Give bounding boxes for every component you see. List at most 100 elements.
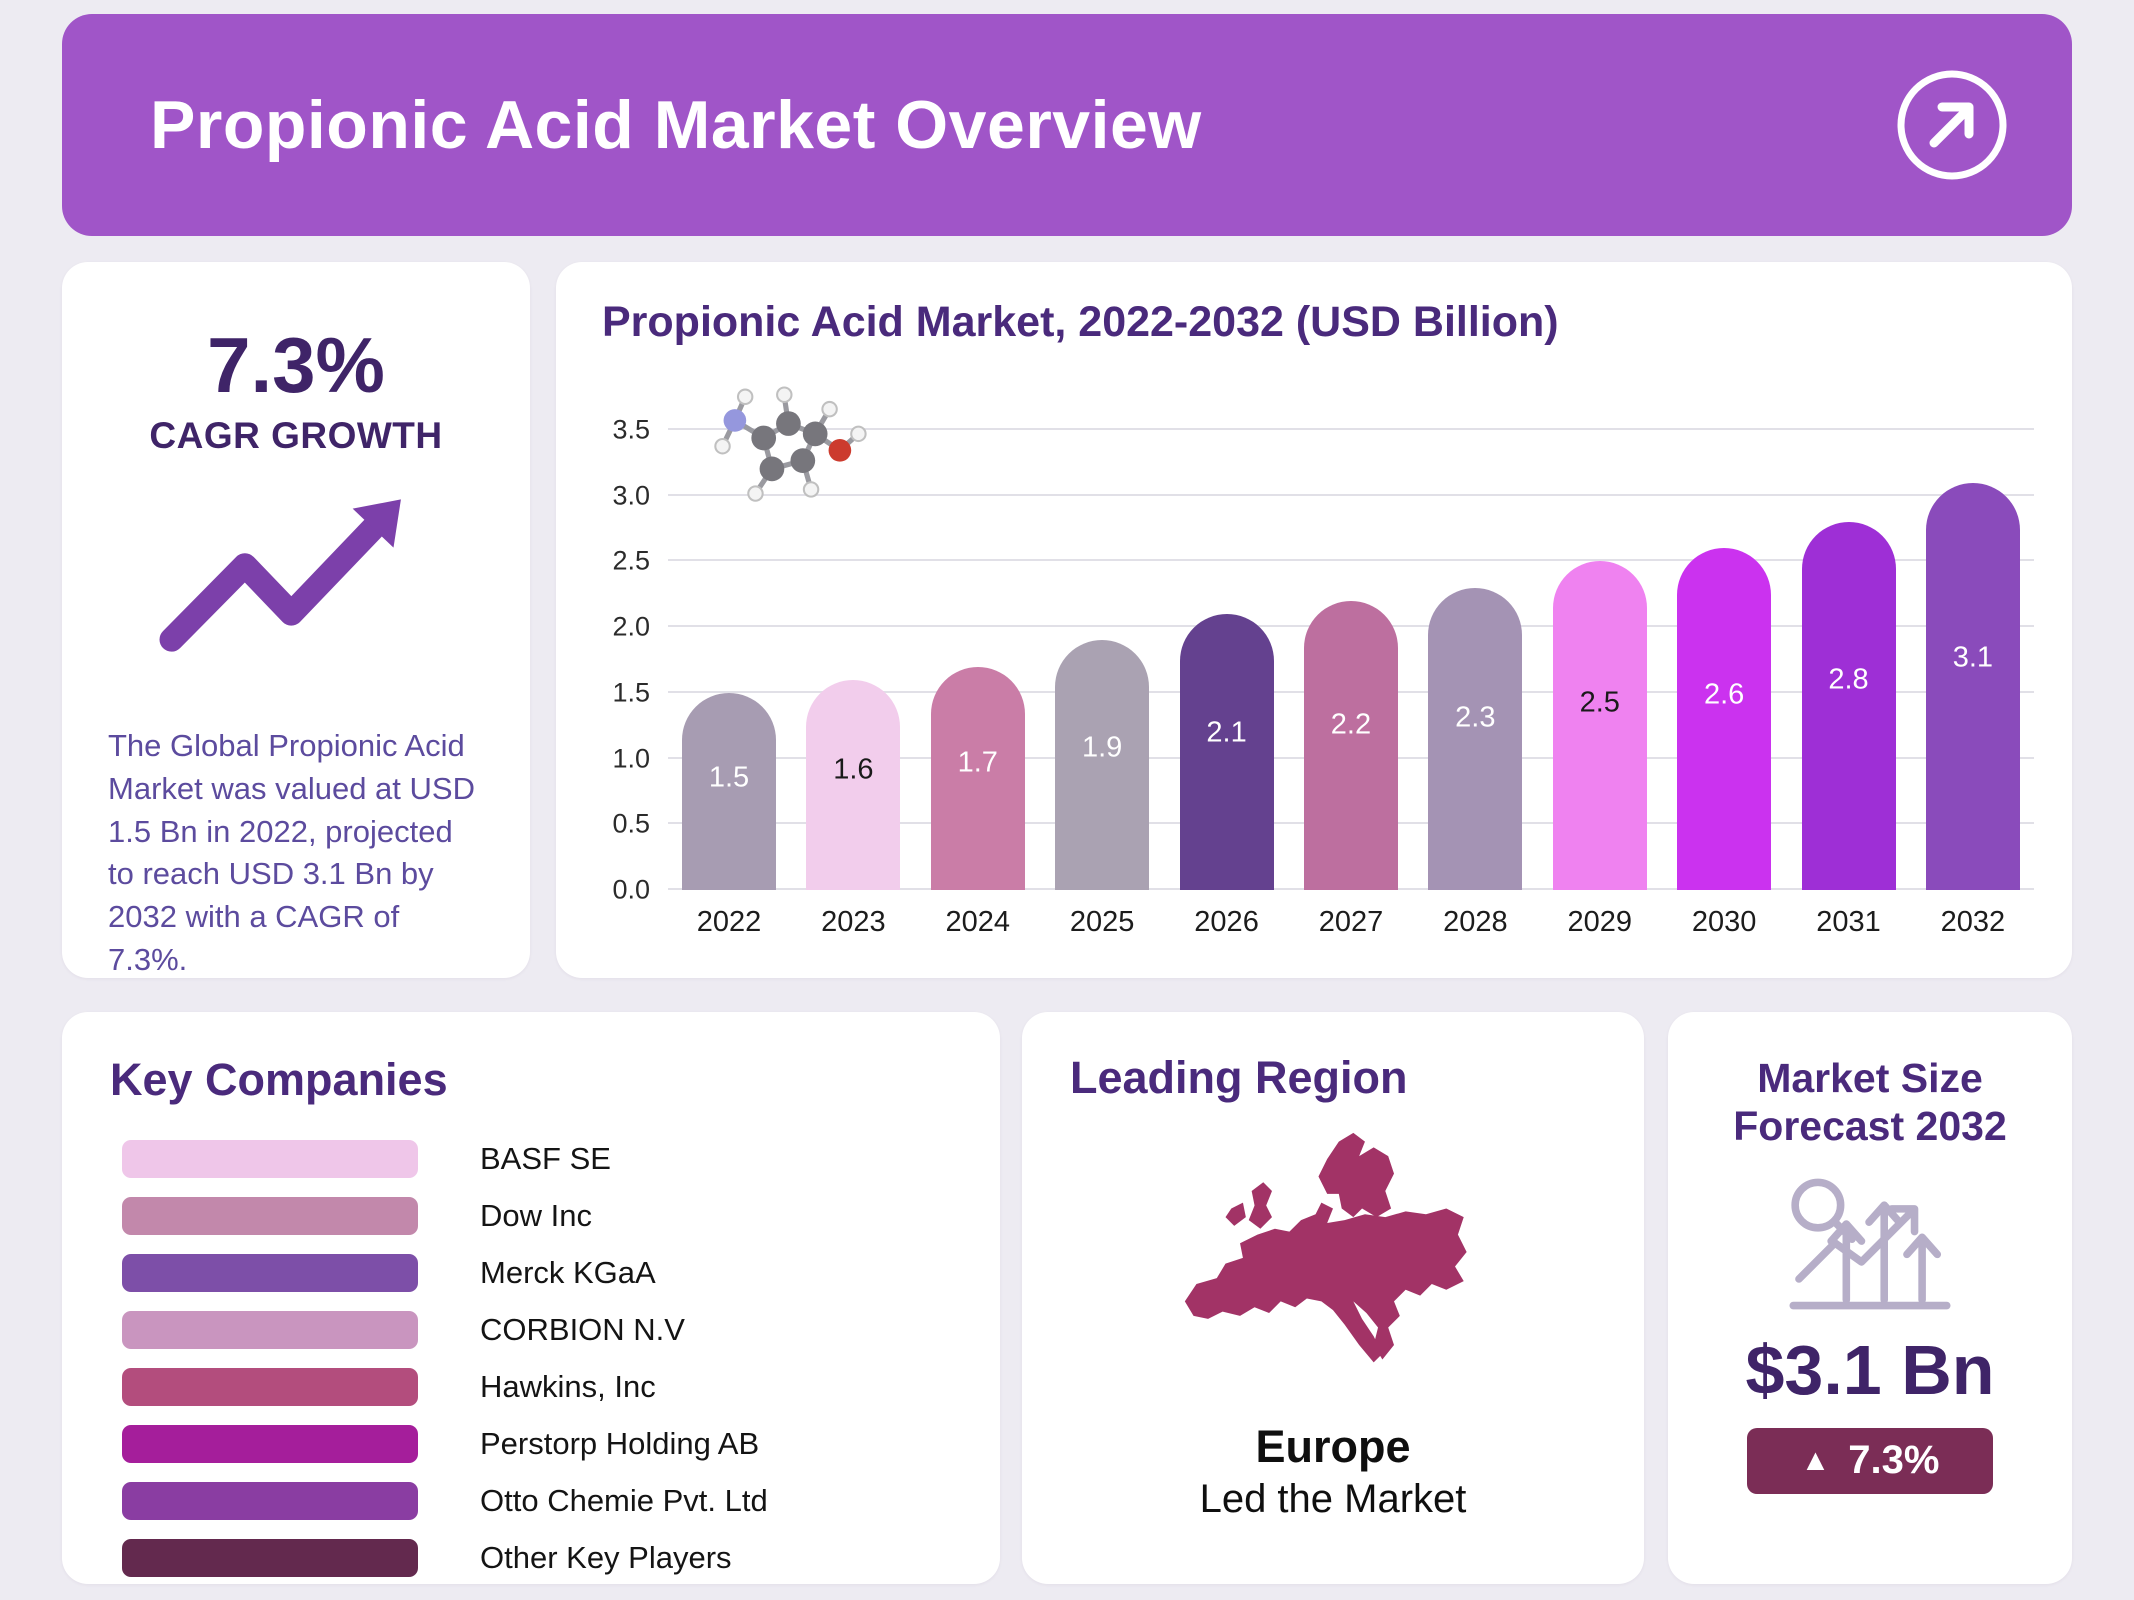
company-color-bar	[122, 1367, 418, 1406]
company-color-bar	[122, 1424, 418, 1463]
cagr-label: CAGR GROWTH	[149, 415, 443, 456]
bar-2023: 1.6	[806, 679, 901, 890]
y-axis-tick: 3.0	[612, 480, 650, 511]
company-color-bar	[122, 1139, 418, 1178]
company-row: Merck KGaA	[62, 1244, 1000, 1301]
bar-column: 2.5 2029	[1552, 430, 1647, 938]
company-color-bar	[122, 1253, 418, 1292]
bar-column: 2.1 2026	[1179, 430, 1274, 938]
plot-area: 0.0 0.5 1.0 1.5 2.0 2.5 3.0 3.5 1.5 2022 1.6 2023 1.…	[612, 415, 2034, 938]
x-axis-label: 2029	[1567, 906, 1632, 938]
bar-column: 1.5 2022	[682, 430, 776, 938]
arrow-up-right-icon	[1897, 70, 2007, 180]
company-color-bar	[122, 1481, 418, 1520]
gridline	[668, 493, 2034, 496]
company-row: Dow Inc	[62, 1187, 1000, 1244]
bars-container: 1.5 2022 1.6 2023 1.7 2024 1.9 2025 2.1 2026 2.2 20…	[668, 430, 2034, 938]
gridline	[668, 559, 2034, 562]
cagr-value: 7.3%	[207, 321, 385, 409]
bar-2030: 2.6	[1677, 548, 1772, 890]
bar-value-label: 2.5	[1579, 686, 1620, 719]
triangle-up-icon: ▲	[1800, 1443, 1831, 1477]
bar-value-label: 1.7	[957, 746, 998, 779]
bar-2029: 2.5	[1552, 561, 1647, 890]
bar-2026: 2.1	[1179, 614, 1274, 890]
y-axis-tick: 1.5	[612, 677, 650, 708]
cagr-card: 7.3% CAGR GROWTH The Global Propionic Ac…	[62, 262, 530, 978]
company-name: BASF SE	[480, 1140, 611, 1176]
bar-column: 1.9 2025	[1055, 430, 1150, 938]
gridline	[668, 428, 2034, 430]
bar-column: 3.1 2032	[1925, 430, 2020, 938]
bar-value-label: 3.1	[1952, 641, 1994, 674]
key-companies-card: Key Companies BASF SE Dow Inc Merck KGaA CO…	[62, 1012, 1000, 1584]
y-axis-tick: 1.0	[612, 743, 650, 774]
company-name: Merck KGaA	[480, 1254, 656, 1290]
bar-column: 2.6 2030	[1677, 430, 1772, 938]
leading-region-subtitle: Led the Market	[1199, 1477, 1467, 1521]
bar-column: 1.6 2023	[806, 430, 901, 938]
company-name: Other Key Players	[480, 1539, 732, 1575]
x-axis-label: 2030	[1691, 906, 1757, 938]
x-axis-label: 2027	[1318, 906, 1384, 938]
y-axis-tick: 3.5	[612, 414, 650, 445]
company-row: Otto Chemie Pvt. Ltd	[62, 1472, 1000, 1529]
x-axis-label: 2031	[1816, 906, 1881, 938]
bar-value-label: 1.9	[1082, 731, 1123, 764]
x-axis-label: 2026	[1194, 906, 1259, 938]
company-row: Perstorp Holding AB	[62, 1415, 1000, 1472]
europe-map	[1184, 1132, 1467, 1363]
company-name: Otto Chemie Pvt. Ltd	[480, 1482, 768, 1518]
x-axis-label: 2025	[1069, 906, 1135, 938]
bar-2032: 3.1	[1925, 482, 2020, 890]
molecule-illustration	[714, 386, 867, 502]
open-link-button[interactable]	[1892, 65, 2012, 185]
bar-value-label: 1.5	[708, 761, 750, 794]
company-name: Hawkins, Inc	[480, 1368, 656, 1404]
bar-2031: 2.8	[1801, 522, 1896, 890]
header-banner: Propionic Acid Market Overview	[62, 14, 2072, 236]
bar-2024: 1.7	[930, 666, 1025, 890]
chart-title: Propionic Acid Market, 2022-2032 (USD Bi…	[602, 298, 1559, 346]
growth-badge: ▲ 7.3%	[1747, 1427, 1993, 1494]
bar-value-label: 2.1	[1206, 716, 1247, 749]
bar-value-label: 1.6	[833, 753, 874, 786]
x-axis-label: 2022	[696, 906, 762, 938]
market-size-value: $3.1 Bn	[1745, 1330, 1995, 1409]
bar-column: 2.3 2028	[1428, 430, 1523, 938]
company-color-bar	[122, 1538, 418, 1577]
y-axis-tick: 0.0	[612, 874, 650, 905]
growth-analysis-icon	[1789, 1178, 1951, 1310]
company-row: Other Key Players	[62, 1529, 1000, 1586]
growth-trend-arrow-icon	[159, 499, 401, 652]
y-axis-tick: 0.5	[612, 808, 650, 839]
x-axis-label: 2024	[945, 906, 1011, 938]
bar-value-label: 2.3	[1455, 701, 1496, 734]
bar-2027: 2.2	[1303, 600, 1398, 890]
company-row: CORBION N.V	[62, 1301, 1000, 1358]
leading-region-card: Leading Region Europe Led the Market	[1022, 1012, 1644, 1584]
company-color-bar	[122, 1196, 418, 1235]
bar-2028: 2.3	[1428, 587, 1523, 890]
bar-value-label: 2.6	[1703, 678, 1745, 711]
key-companies-title: Key Companies	[110, 1054, 448, 1105]
key-companies-list: BASF SE Dow Inc Merck KGaA CORBION N.V Hawki…	[62, 1130, 1000, 1586]
company-name: Dow Inc	[480, 1197, 592, 1233]
market-size-card: Market Size Forecast 2032 $3.1 Bn ▲ 7.3%	[1668, 1012, 2072, 1584]
bar-value-label: 2.2	[1330, 708, 1372, 741]
x-axis-label: 2023	[821, 906, 886, 938]
cagr-description: The Global Propionic Acid Market was val…	[108, 728, 475, 977]
bar-2025: 1.9	[1055, 640, 1150, 890]
leading-region-title: Leading Region	[1070, 1052, 1408, 1103]
leading-region-name: Europe	[1255, 1421, 1411, 1472]
x-axis-label: 2032	[1940, 906, 2006, 938]
bar-column: 1.7 2024	[930, 430, 1025, 938]
bar-column: 2.2 2027	[1303, 430, 1398, 938]
page-title: Propionic Acid Market Overview	[150, 87, 1202, 163]
growth-badge-value: 7.3%	[1848, 1438, 1940, 1483]
bar-value-label: 2.8	[1828, 663, 1869, 696]
company-row: BASF SE	[62, 1130, 1000, 1187]
y-axis-tick: 2.0	[612, 611, 650, 642]
company-row: Hawkins, Inc	[62, 1358, 1000, 1415]
